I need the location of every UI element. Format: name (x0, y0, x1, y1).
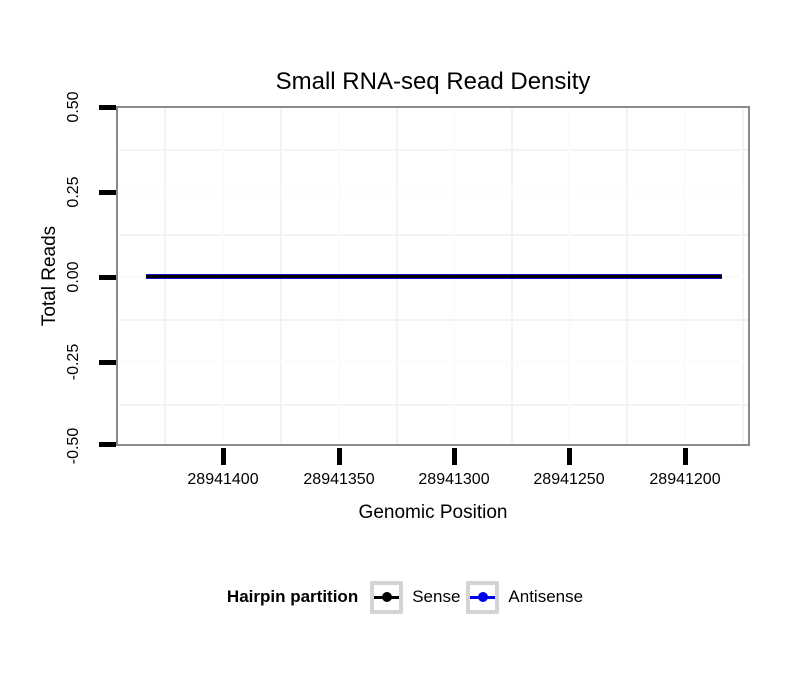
y-axis-tick (99, 104, 116, 110)
legend-label-antisense: Antisense (508, 587, 584, 606)
x-axis-tick (682, 448, 688, 465)
x-axis-tick (220, 448, 226, 465)
y-tick-label: 0.50 (65, 91, 82, 123)
chart-title: Small RNA-seq Read Density (275, 68, 591, 95)
y-tick-label: 0.25 (65, 176, 82, 208)
x-axis-title: Genomic Position (358, 502, 508, 523)
gridline (119, 234, 748, 236)
x-tick-label: 28941400 (187, 471, 259, 488)
legend-key-sense (370, 580, 404, 614)
y-axis-tick (99, 359, 116, 365)
sense-point-swatch (381, 592, 392, 602)
legend: Hairpin partition Sense Antisense (0, 580, 810, 614)
antisense-series-line (146, 274, 722, 279)
x-axis-tick (451, 448, 457, 465)
x-axis-tick (566, 448, 572, 465)
x-axis-tick (336, 448, 342, 465)
gridline (119, 149, 748, 151)
x-tick-label: 28941300 (418, 471, 490, 488)
gridline (119, 404, 748, 406)
plot-panel (116, 106, 750, 446)
sense-series-line (146, 275, 722, 278)
x-tick-label: 28941350 (303, 471, 375, 488)
y-axis-tick (99, 189, 116, 195)
gridline (119, 191, 748, 193)
legend-title: Hairpin partition (226, 587, 359, 606)
y-tick-label: -0.50 (65, 427, 82, 465)
gridline (119, 319, 748, 321)
y-tick-label: -0.25 (65, 343, 82, 381)
gridline (119, 361, 748, 363)
y-axis-tick (99, 274, 116, 280)
y-axis-title: Total Reads (39, 225, 60, 327)
legend-key-antisense (466, 580, 500, 614)
y-axis-tick (99, 441, 116, 447)
x-tick-label: 28941250 (533, 471, 605, 488)
x-tick-label: 28941200 (649, 471, 721, 488)
y-tick-label: 0.00 (65, 261, 82, 293)
antisense-point-swatch (477, 592, 488, 602)
legend-label-sense: Sense (412, 587, 461, 606)
